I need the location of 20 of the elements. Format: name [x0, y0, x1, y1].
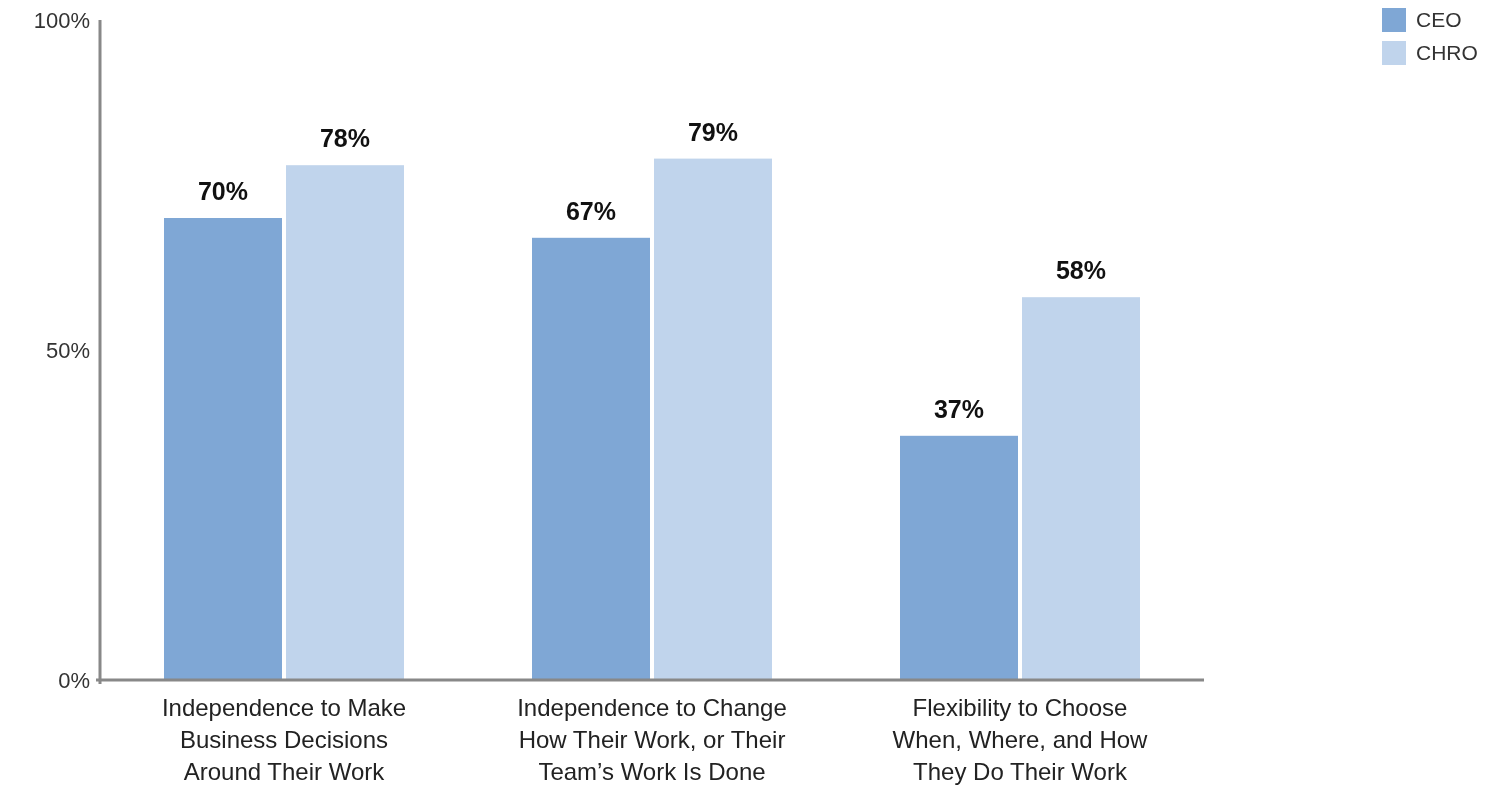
- data-label: 58%: [1055, 256, 1107, 285]
- data-label: 37%: [933, 394, 985, 423]
- x-tick-label: Independence to Make Business Decisions Around Their Work: [161, 694, 407, 785]
- legend-label: CHRO: [1416, 41, 1478, 65]
- bar: [164, 218, 282, 680]
- data-label: 70%: [197, 177, 249, 205]
- data-label: 79%: [687, 117, 739, 146]
- y-tick-label: 100%: [33, 7, 90, 33]
- bar: [286, 165, 404, 680]
- x-tick-label: Independence to Change How Their Work, or Their Team’s Work Is Done: [517, 694, 787, 785]
- y-tick-label: 0%: [58, 667, 90, 693]
- y-tick-label: 50%: [45, 337, 90, 363]
- bar: [900, 435, 1018, 680]
- data-label: 67%: [565, 196, 617, 225]
- bar: [532, 237, 650, 680]
- x-tick-label: Flexibility to Choose When, Where, and How They Do Their Work: [892, 694, 1149, 785]
- legend-label: CEO: [1416, 8, 1462, 32]
- data-label: 78%: [319, 124, 371, 153]
- bar: [1022, 297, 1140, 680]
- bar: [654, 158, 772, 680]
